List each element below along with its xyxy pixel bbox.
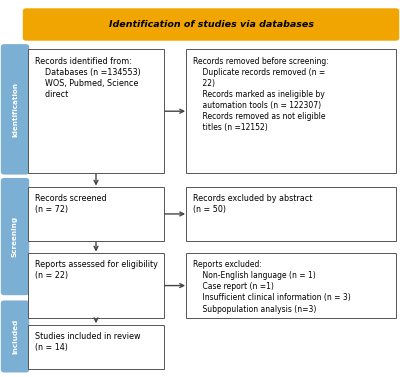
FancyBboxPatch shape [1,300,29,372]
Text: Studies included in review
(n = 14): Studies included in review (n = 14) [35,332,140,352]
Text: Reports excluded:
    Non-English language (n = 1)
    Case report (n =1)
    In: Reports excluded: Non-English language (… [193,260,350,314]
FancyBboxPatch shape [28,325,164,369]
Text: Records identified from:
    Databases (n =134553)
    WOS, Pubmed, Science
    : Records identified from: Databases (n =1… [35,57,140,99]
Text: Records removed before screening:
    Duplicate records removed (n =
    22)
   : Records removed before screening: Duplic… [193,57,328,132]
FancyBboxPatch shape [28,253,164,318]
Text: Included: Included [12,319,18,354]
FancyBboxPatch shape [28,187,164,241]
FancyBboxPatch shape [28,49,164,173]
FancyBboxPatch shape [186,253,396,318]
Text: Screening: Screening [12,216,18,257]
FancyBboxPatch shape [186,187,396,241]
FancyBboxPatch shape [1,178,29,295]
Text: Records screened
(n = 72): Records screened (n = 72) [35,194,106,214]
Text: Identification: Identification [12,82,18,137]
Text: Reports assessed for eligibility
(n = 22): Reports assessed for eligibility (n = 22… [35,260,158,280]
FancyBboxPatch shape [23,8,399,41]
FancyBboxPatch shape [186,49,396,173]
Text: Identification of studies via databases: Identification of studies via databases [109,20,314,29]
Text: Records excluded by abstract
(n = 50): Records excluded by abstract (n = 50) [193,194,312,214]
FancyBboxPatch shape [1,44,29,175]
